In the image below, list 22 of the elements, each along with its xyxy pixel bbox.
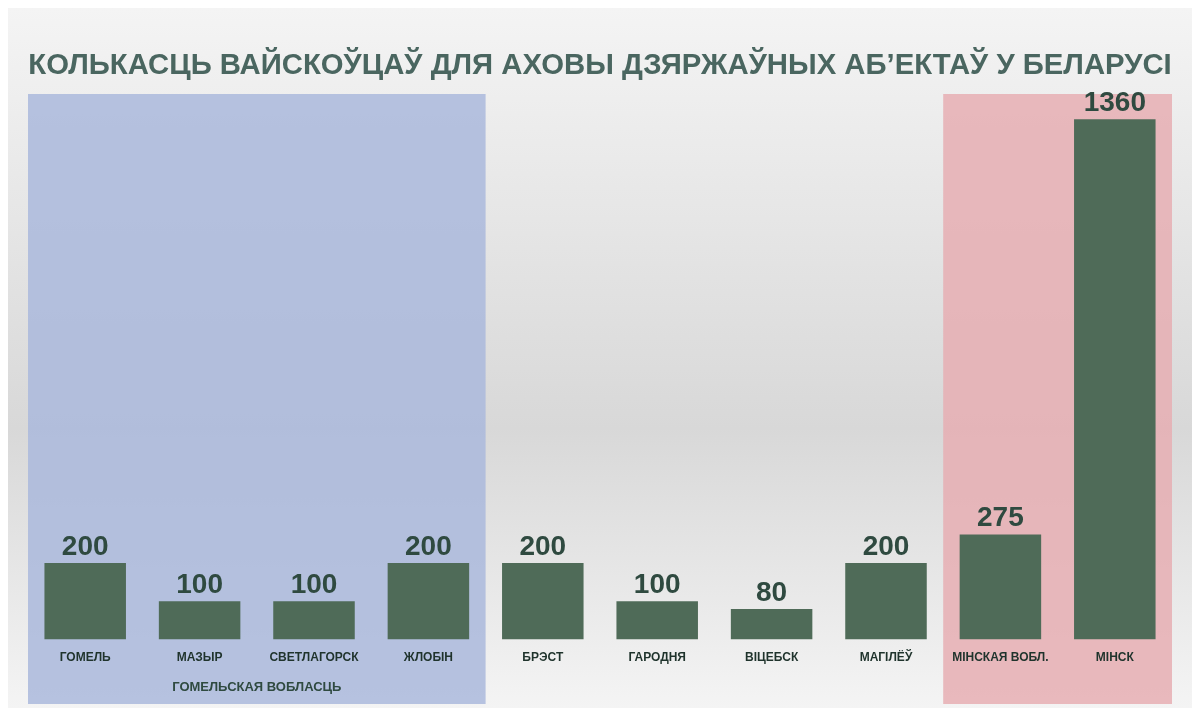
data-label: 80	[756, 575, 788, 607]
x-tick-label: СВЕТЛАГОРСК	[269, 650, 360, 665]
x-tick-label: БРЭСТ	[522, 650, 564, 665]
data-label: 100	[633, 568, 681, 600]
x-tick-label: МАЗЫР	[176, 650, 223, 665]
data-label: 200	[519, 529, 567, 561]
data-label: 200	[61, 529, 109, 561]
band-label: ГОМЕЛЬСКАЯ ВОБЛАСЦЬ	[172, 679, 342, 695]
x-tick-label: ГОМЕЛЬ	[59, 650, 112, 665]
data-label: 275	[977, 501, 1024, 533]
x-tick-label: МІНСК	[1095, 650, 1135, 665]
chart-title: КОЛЬКАСЦЬ ВАЙСКОЎЦАЎ ДЛЯ АХОВЫ ДЗЯРЖАЎНЫХ АБ’ЕКТАЎ У БЕЛАРУСІ	[28, 46, 1172, 81]
x-tick-label: ГАРОДНЯ	[628, 650, 686, 665]
x-tick-label: МАГІЛЁЎ	[859, 649, 913, 665]
data-label: 100	[290, 568, 338, 600]
data-label: 200	[405, 529, 452, 561]
x-tick-label: ЖЛОБІН	[402, 650, 454, 665]
data-label: 200	[862, 529, 910, 561]
data-label: 1360	[1083, 86, 1146, 118]
x-tick-label: ВІЦЕБСК	[744, 650, 799, 665]
data-label: 100	[176, 568, 223, 600]
x-tick-label: МІНСКАЯ ВОБЛ.	[952, 650, 1049, 665]
